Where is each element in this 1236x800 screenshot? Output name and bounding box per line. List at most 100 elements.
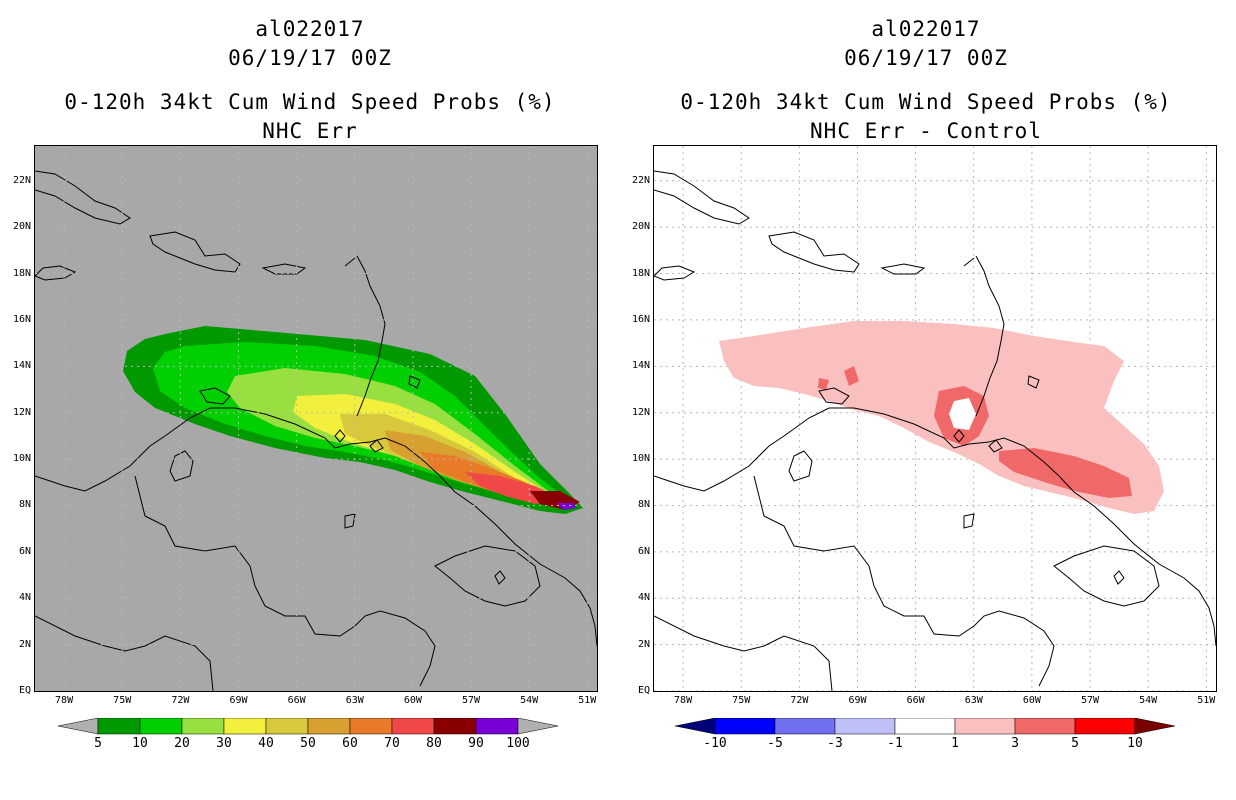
lat-tick-label: EQ — [18, 685, 31, 696]
right-date: 06/19/17 00Z — [844, 46, 1008, 70]
lon-tick-label: 60W — [1022, 695, 1041, 706]
lat-tick-label: 22N — [631, 174, 650, 186]
colorbar-label: 30 — [216, 736, 232, 751]
lat-tick-label: 12N — [631, 406, 650, 418]
lat-tick-label: 20N — [631, 221, 650, 233]
lat-tick-label: 14N — [12, 360, 31, 372]
colorbar-bin — [97, 718, 141, 735]
colorbar-label: -3 — [827, 736, 843, 751]
colorbar-label: -5 — [767, 736, 783, 751]
lat-tick-label: 6N — [637, 545, 650, 557]
lon-tick-label: 66W — [287, 695, 306, 706]
colorbar-label: 20 — [174, 736, 190, 751]
left-subtitle: NHC Err — [262, 119, 358, 143]
colorbar-low-end — [58, 718, 99, 735]
colorbar-label: 50 — [300, 736, 316, 751]
colorbar-label: 90 — [468, 736, 484, 751]
lat-tick-label: 4N — [637, 592, 650, 604]
colorbar-bin — [714, 718, 776, 735]
lat-tick-label: 18N — [631, 267, 650, 279]
left-map — [34, 145, 598, 692]
lat-tick-label: 2N — [18, 638, 31, 650]
lat-tick-label: 18N — [12, 267, 31, 279]
lon-tick-label: 78W — [674, 695, 693, 706]
colorbar-bin — [307, 718, 351, 735]
coastlines — [654, 170, 1216, 691]
lat-tick-label: 10N — [12, 453, 31, 465]
lon-tick-label: 75W — [732, 695, 751, 706]
lon-tick-label: 72W — [790, 695, 809, 706]
swath-90 — [557, 503, 577, 510]
colorbar-label: 10 — [132, 736, 148, 751]
right-map-canvas — [654, 146, 1216, 691]
colorbar-bin — [475, 718, 519, 735]
colorbar-low-end — [675, 718, 716, 735]
colorbar-label: 80 — [426, 736, 442, 751]
lon-tick-label: 63W — [964, 695, 983, 706]
colorbar-label: 10 — [1127, 736, 1143, 751]
lon-tick-label: 69W — [229, 695, 248, 706]
lat-tick-label: 8N — [18, 499, 31, 511]
diff-3-5-c — [844, 366, 859, 386]
colorbar-label: 5 — [94, 736, 102, 751]
graticule — [35, 146, 597, 691]
right-storm-id: al022017 — [871, 17, 981, 41]
lon-tick-label: 72W — [171, 695, 190, 706]
left-title: 0-120h 34kt Cum Wind Speed Probs (%) — [64, 90, 556, 114]
left-map-canvas — [35, 146, 597, 691]
difference-field — [719, 321, 1164, 514]
diff-white-hole — [949, 398, 976, 430]
colorbar-bin — [1014, 718, 1076, 735]
colorbar-label: 5 — [1071, 736, 1079, 751]
lat-tick-label: 22N — [12, 174, 31, 186]
colorbar-label: 1 — [951, 736, 959, 751]
colorbar-label: -1 — [887, 736, 903, 751]
right-colorbar — [675, 718, 1175, 735]
lon-tick-label: 57W — [1081, 695, 1100, 706]
colorbar-label: 60 — [342, 736, 358, 751]
lon-tick-label: 69W — [848, 695, 867, 706]
colorbar-label: -10 — [703, 736, 727, 751]
lon-tick-label: 57W — [462, 695, 481, 706]
colorbar-label: 70 — [384, 736, 400, 751]
lon-tick-label: 51W — [1197, 695, 1216, 706]
coastlines — [35, 170, 597, 691]
lon-tick-label: 54W — [1139, 695, 1158, 706]
lat-tick-label: 2N — [637, 638, 650, 650]
colorbar-bin — [834, 718, 896, 735]
lon-tick-label: 63W — [345, 695, 364, 706]
lat-tick-label: 16N — [12, 313, 31, 325]
left-date: 06/19/17 00Z — [228, 46, 392, 70]
colorbar-bin — [391, 718, 435, 735]
colorbar-high-end — [517, 718, 558, 735]
colorbar-bin — [1074, 718, 1136, 735]
diff-3-5-d — [818, 378, 829, 390]
lat-tick-label: 4N — [18, 592, 31, 604]
lon-tick-label: 51W — [578, 695, 597, 706]
lat-tick-label: 12N — [12, 406, 31, 418]
colorbar-bin — [181, 718, 225, 735]
lat-tick-label: 20N — [12, 221, 31, 233]
colorbar-bin — [349, 718, 393, 735]
lon-tick-label: 60W — [403, 695, 422, 706]
colorbar-bin — [954, 718, 1016, 735]
lon-tick-label: 54W — [520, 695, 539, 706]
colorbar-bin — [223, 718, 267, 735]
colorbar-bin — [774, 718, 836, 735]
colorbar-label: 3 — [1011, 736, 1019, 751]
lat-tick-label: 8N — [637, 499, 650, 511]
left-colorbar — [58, 718, 558, 735]
probability-swath — [123, 326, 583, 514]
diff-3-5-b — [999, 448, 1132, 498]
colorbar-label: 100 — [506, 736, 530, 751]
lat-tick-label: 16N — [631, 313, 650, 325]
lon-tick-label: 75W — [113, 695, 132, 706]
right-title: 0-120h 34kt Cum Wind Speed Probs (%) — [680, 90, 1172, 114]
lat-tick-label: 6N — [18, 545, 31, 557]
lat-tick-label: 14N — [631, 360, 650, 372]
colorbar-bin — [139, 718, 183, 735]
lat-tick-label: 10N — [631, 453, 650, 465]
colorbar-bin — [433, 718, 477, 735]
lon-tick-label: 78W — [55, 695, 74, 706]
colorbar-label: 40 — [258, 736, 274, 751]
